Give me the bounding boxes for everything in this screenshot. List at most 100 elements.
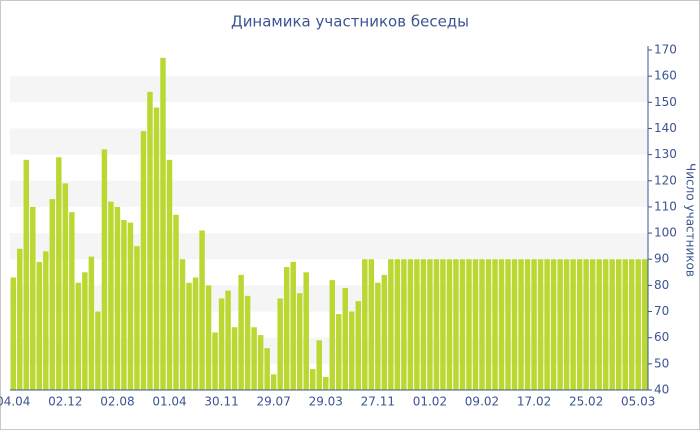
y-tick-label: 170	[654, 43, 677, 57]
y-tick-label: 160	[654, 69, 677, 83]
y-tick-label: 150	[654, 95, 677, 109]
x-tick-label: 01.02	[413, 395, 447, 409]
bar	[290, 261, 296, 390]
bar	[459, 259, 466, 390]
bar	[212, 332, 218, 390]
bar	[309, 369, 316, 390]
bar	[205, 285, 212, 390]
y-tick-label: 80	[654, 278, 669, 292]
bar	[596, 259, 602, 390]
bar	[381, 274, 388, 390]
bar	[244, 295, 251, 390]
bar	[479, 259, 485, 390]
bar	[121, 220, 127, 390]
x-tick-label: 02.08	[100, 395, 134, 409]
bar	[199, 230, 205, 390]
bar	[10, 277, 16, 390]
bar	[466, 259, 472, 390]
bar	[368, 259, 375, 390]
bar	[238, 274, 244, 390]
bar	[485, 259, 492, 390]
y-tick-label: 100	[654, 226, 677, 240]
bar	[225, 290, 231, 390]
bar	[401, 259, 407, 390]
x-tick-label: 30.11	[204, 395, 238, 409]
bar	[511, 259, 518, 390]
bar	[173, 214, 179, 390]
bar	[127, 222, 134, 390]
bar	[414, 259, 420, 390]
bar	[270, 374, 277, 390]
bar	[544, 259, 550, 390]
bar	[283, 267, 290, 390]
bar	[583, 259, 589, 390]
bar	[192, 277, 199, 390]
bar	[23, 159, 30, 390]
bar	[446, 259, 453, 390]
bar	[453, 259, 459, 390]
bar	[114, 206, 121, 390]
bar	[231, 327, 238, 390]
bar	[440, 259, 446, 390]
bar	[17, 248, 23, 390]
bar	[75, 282, 82, 390]
y-tick-label: 60	[654, 330, 669, 344]
x-tick-label: 29.07	[256, 395, 290, 409]
bar	[388, 259, 394, 390]
bar	[329, 280, 335, 390]
bar	[30, 206, 36, 390]
bar	[407, 259, 414, 390]
x-tick-label: 04.04	[0, 395, 30, 409]
x-tick-label: 25.02	[569, 395, 603, 409]
bar	[316, 340, 322, 390]
bar	[342, 288, 349, 390]
grid-band	[10, 128, 648, 155]
chart-title: Динамика участников беседы	[231, 13, 469, 31]
bar	[56, 157, 62, 390]
bar	[420, 259, 427, 390]
bar	[147, 91, 153, 390]
bar	[95, 311, 101, 390]
bar	[160, 57, 166, 390]
bar	[570, 259, 576, 390]
bar	[134, 246, 140, 390]
y-tick-label: 90	[654, 252, 669, 266]
bar	[531, 259, 537, 390]
bar	[355, 301, 362, 390]
y-tick-label: 140	[654, 121, 677, 135]
bar	[140, 131, 147, 391]
bar	[153, 107, 160, 391]
bar	[186, 282, 192, 390]
grid-band	[10, 76, 648, 103]
y-tick-label: 70	[654, 304, 669, 318]
bar	[427, 259, 433, 390]
bar	[82, 272, 88, 390]
bar	[589, 259, 596, 390]
bar	[609, 259, 615, 390]
bar	[69, 212, 75, 390]
x-tick-label: 01.04	[152, 395, 186, 409]
y-tick-label: 130	[654, 147, 677, 161]
bar	[472, 259, 479, 390]
bar	[62, 183, 69, 390]
bar	[505, 259, 511, 390]
bar	[642, 259, 648, 390]
bar	[101, 149, 108, 390]
bar	[323, 376, 329, 390]
bar	[277, 298, 283, 390]
y-tick-label: 40	[654, 383, 669, 397]
bar	[362, 259, 368, 390]
x-tick-label: 09.02	[465, 395, 499, 409]
bar	[492, 259, 498, 390]
bar	[36, 261, 43, 390]
bar	[433, 259, 440, 390]
bar	[550, 259, 557, 390]
x-tick-label: 27.11	[361, 395, 395, 409]
y-tick-label: 110	[654, 199, 677, 213]
bar	[498, 259, 505, 390]
bar	[537, 259, 544, 390]
grid-band	[10, 180, 648, 207]
bar	[88, 256, 95, 390]
bar	[635, 259, 641, 390]
bar	[108, 201, 114, 390]
